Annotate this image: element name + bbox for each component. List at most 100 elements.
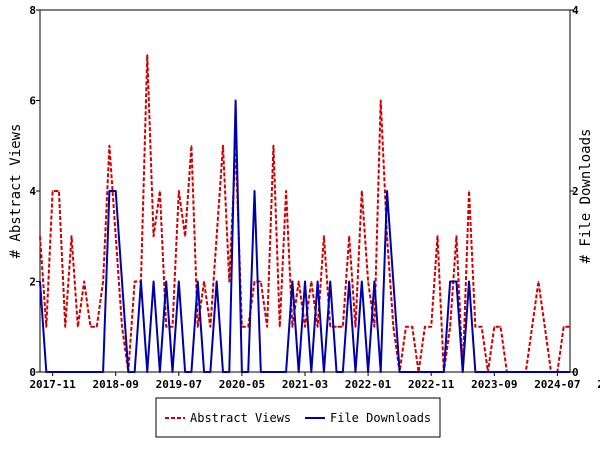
data-point-file-downloads — [537, 371, 540, 373]
data-point-file-downloads — [165, 280, 167, 283]
data-point-file-downloads — [115, 190, 117, 192]
data-point-abstract-views — [190, 145, 193, 147]
data-point-file-downloads — [209, 371, 211, 373]
data-point-abstract-views — [108, 145, 110, 147]
y-right-tick-label: 2 — [572, 185, 579, 198]
y-axis-right-title: # File Downloads — [578, 129, 594, 264]
data-point-file-downloads — [121, 280, 123, 283]
data-point-file-downloads — [525, 371, 527, 373]
data-point-file-downloads — [518, 371, 521, 373]
data-point-abstract-views — [298, 280, 300, 283]
x-tick-label: 2023-09 — [471, 378, 517, 391]
data-point-abstract-views — [537, 280, 540, 283]
data-point-file-downloads — [310, 371, 312, 373]
data-point-file-downloads — [184, 371, 186, 373]
data-point-file-downloads — [487, 371, 489, 373]
data-point-abstract-views — [115, 235, 117, 237]
data-point-abstract-views — [165, 326, 167, 328]
x-tick-label: 2024-07 — [534, 378, 580, 391]
data-point-file-downloads — [89, 371, 92, 373]
data-point-abstract-views — [178, 190, 180, 192]
data-point-file-downloads — [96, 371, 98, 373]
data-point-abstract-views — [323, 235, 325, 237]
data-point-abstract-views — [310, 280, 312, 283]
data-point-file-downloads — [253, 190, 256, 192]
data-point-file-downloads — [272, 371, 275, 373]
data-point-abstract-views — [493, 326, 495, 328]
data-point-abstract-views — [436, 235, 439, 237]
x-tick-label: 2018-09 — [93, 378, 139, 391]
data-point-file-downloads — [64, 371, 66, 373]
data-point-abstract-views — [134, 280, 136, 283]
data-point-abstract-views — [272, 145, 275, 147]
data-point-abstract-views — [102, 280, 104, 283]
data-point-abstract-views — [380, 99, 382, 102]
y-left-tick-label: 0 — [29, 366, 36, 379]
data-point-abstract-views — [203, 280, 205, 283]
data-point-file-downloads — [127, 371, 129, 373]
data-point-abstract-views — [329, 326, 331, 328]
data-point-file-downloads — [228, 371, 230, 373]
data-point-file-downloads — [291, 280, 293, 283]
data-point-abstract-views — [424, 326, 426, 328]
data-point-file-downloads — [455, 280, 458, 283]
y-left-tick-label: 4 — [29, 185, 36, 198]
data-point-abstract-views — [260, 280, 262, 283]
data-point-file-downloads — [563, 371, 565, 373]
data-point-file-downloads — [399, 371, 401, 373]
data-point-file-downloads — [235, 99, 237, 102]
data-point-file-downloads — [361, 280, 363, 283]
data-point-file-downloads — [140, 280, 142, 283]
data-point-abstract-views — [500, 326, 502, 328]
data-point-abstract-views — [152, 235, 155, 237]
data-point-abstract-views — [317, 326, 319, 328]
data-point-abstract-views — [544, 326, 546, 328]
data-point-abstract-views — [430, 326, 432, 328]
data-point-file-downloads — [531, 371, 533, 373]
data-point-file-downloads — [354, 371, 357, 373]
data-point-file-downloads — [468, 280, 470, 283]
data-point-file-downloads — [424, 371, 426, 373]
x-tick-label: 2022-01 — [345, 378, 392, 391]
data-point-abstract-views — [121, 326, 123, 328]
data-point-file-downloads — [411, 371, 413, 373]
y-right-tick-label: 0 — [572, 366, 579, 379]
data-point-file-downloads — [335, 371, 338, 373]
x-tick-label: 2019-07 — [156, 378, 202, 391]
x-tick-label: 2017-11 — [29, 378, 76, 391]
data-point-abstract-views — [279, 326, 281, 328]
data-point-file-downloads — [512, 371, 514, 373]
data-point-file-downloads — [171, 371, 174, 373]
data-point-file-downloads — [216, 280, 218, 283]
data-point-abstract-views — [39, 235, 41, 237]
data-point-file-downloads — [108, 190, 110, 192]
data-point-abstract-views — [405, 326, 407, 328]
data-point-abstract-views — [392, 326, 394, 328]
data-point-abstract-views — [77, 326, 79, 328]
data-point-abstract-views — [468, 190, 470, 192]
y-right-tick-label: 4 — [572, 4, 579, 17]
data-point-file-downloads — [386, 190, 388, 192]
data-point-file-downloads — [506, 371, 508, 373]
data-point-file-downloads — [550, 371, 552, 373]
x-tick-label: 2021-03 — [282, 378, 328, 391]
data-point-abstract-views — [253, 280, 256, 283]
data-point-file-downloads — [279, 371, 281, 373]
data-point-abstract-views — [45, 326, 47, 328]
data-point-file-downloads — [203, 371, 205, 373]
data-point-abstract-views — [455, 235, 458, 237]
y-left-tick-label: 8 — [29, 4, 36, 17]
data-point-file-downloads — [77, 371, 79, 373]
data-point-abstract-views — [266, 326, 268, 328]
data-point-abstract-views — [474, 326, 476, 328]
legend-label-file-downloads: File Downloads — [330, 411, 431, 425]
plot-area — [39, 9, 571, 373]
y-left-tick-label: 2 — [29, 276, 36, 289]
data-point-abstract-views — [411, 326, 413, 328]
data-point-file-downloads — [70, 371, 73, 373]
data-point-abstract-views — [222, 145, 224, 147]
data-point-abstract-views — [197, 326, 199, 328]
data-point-file-downloads — [544, 371, 546, 373]
data-point-file-downloads — [443, 371, 445, 373]
